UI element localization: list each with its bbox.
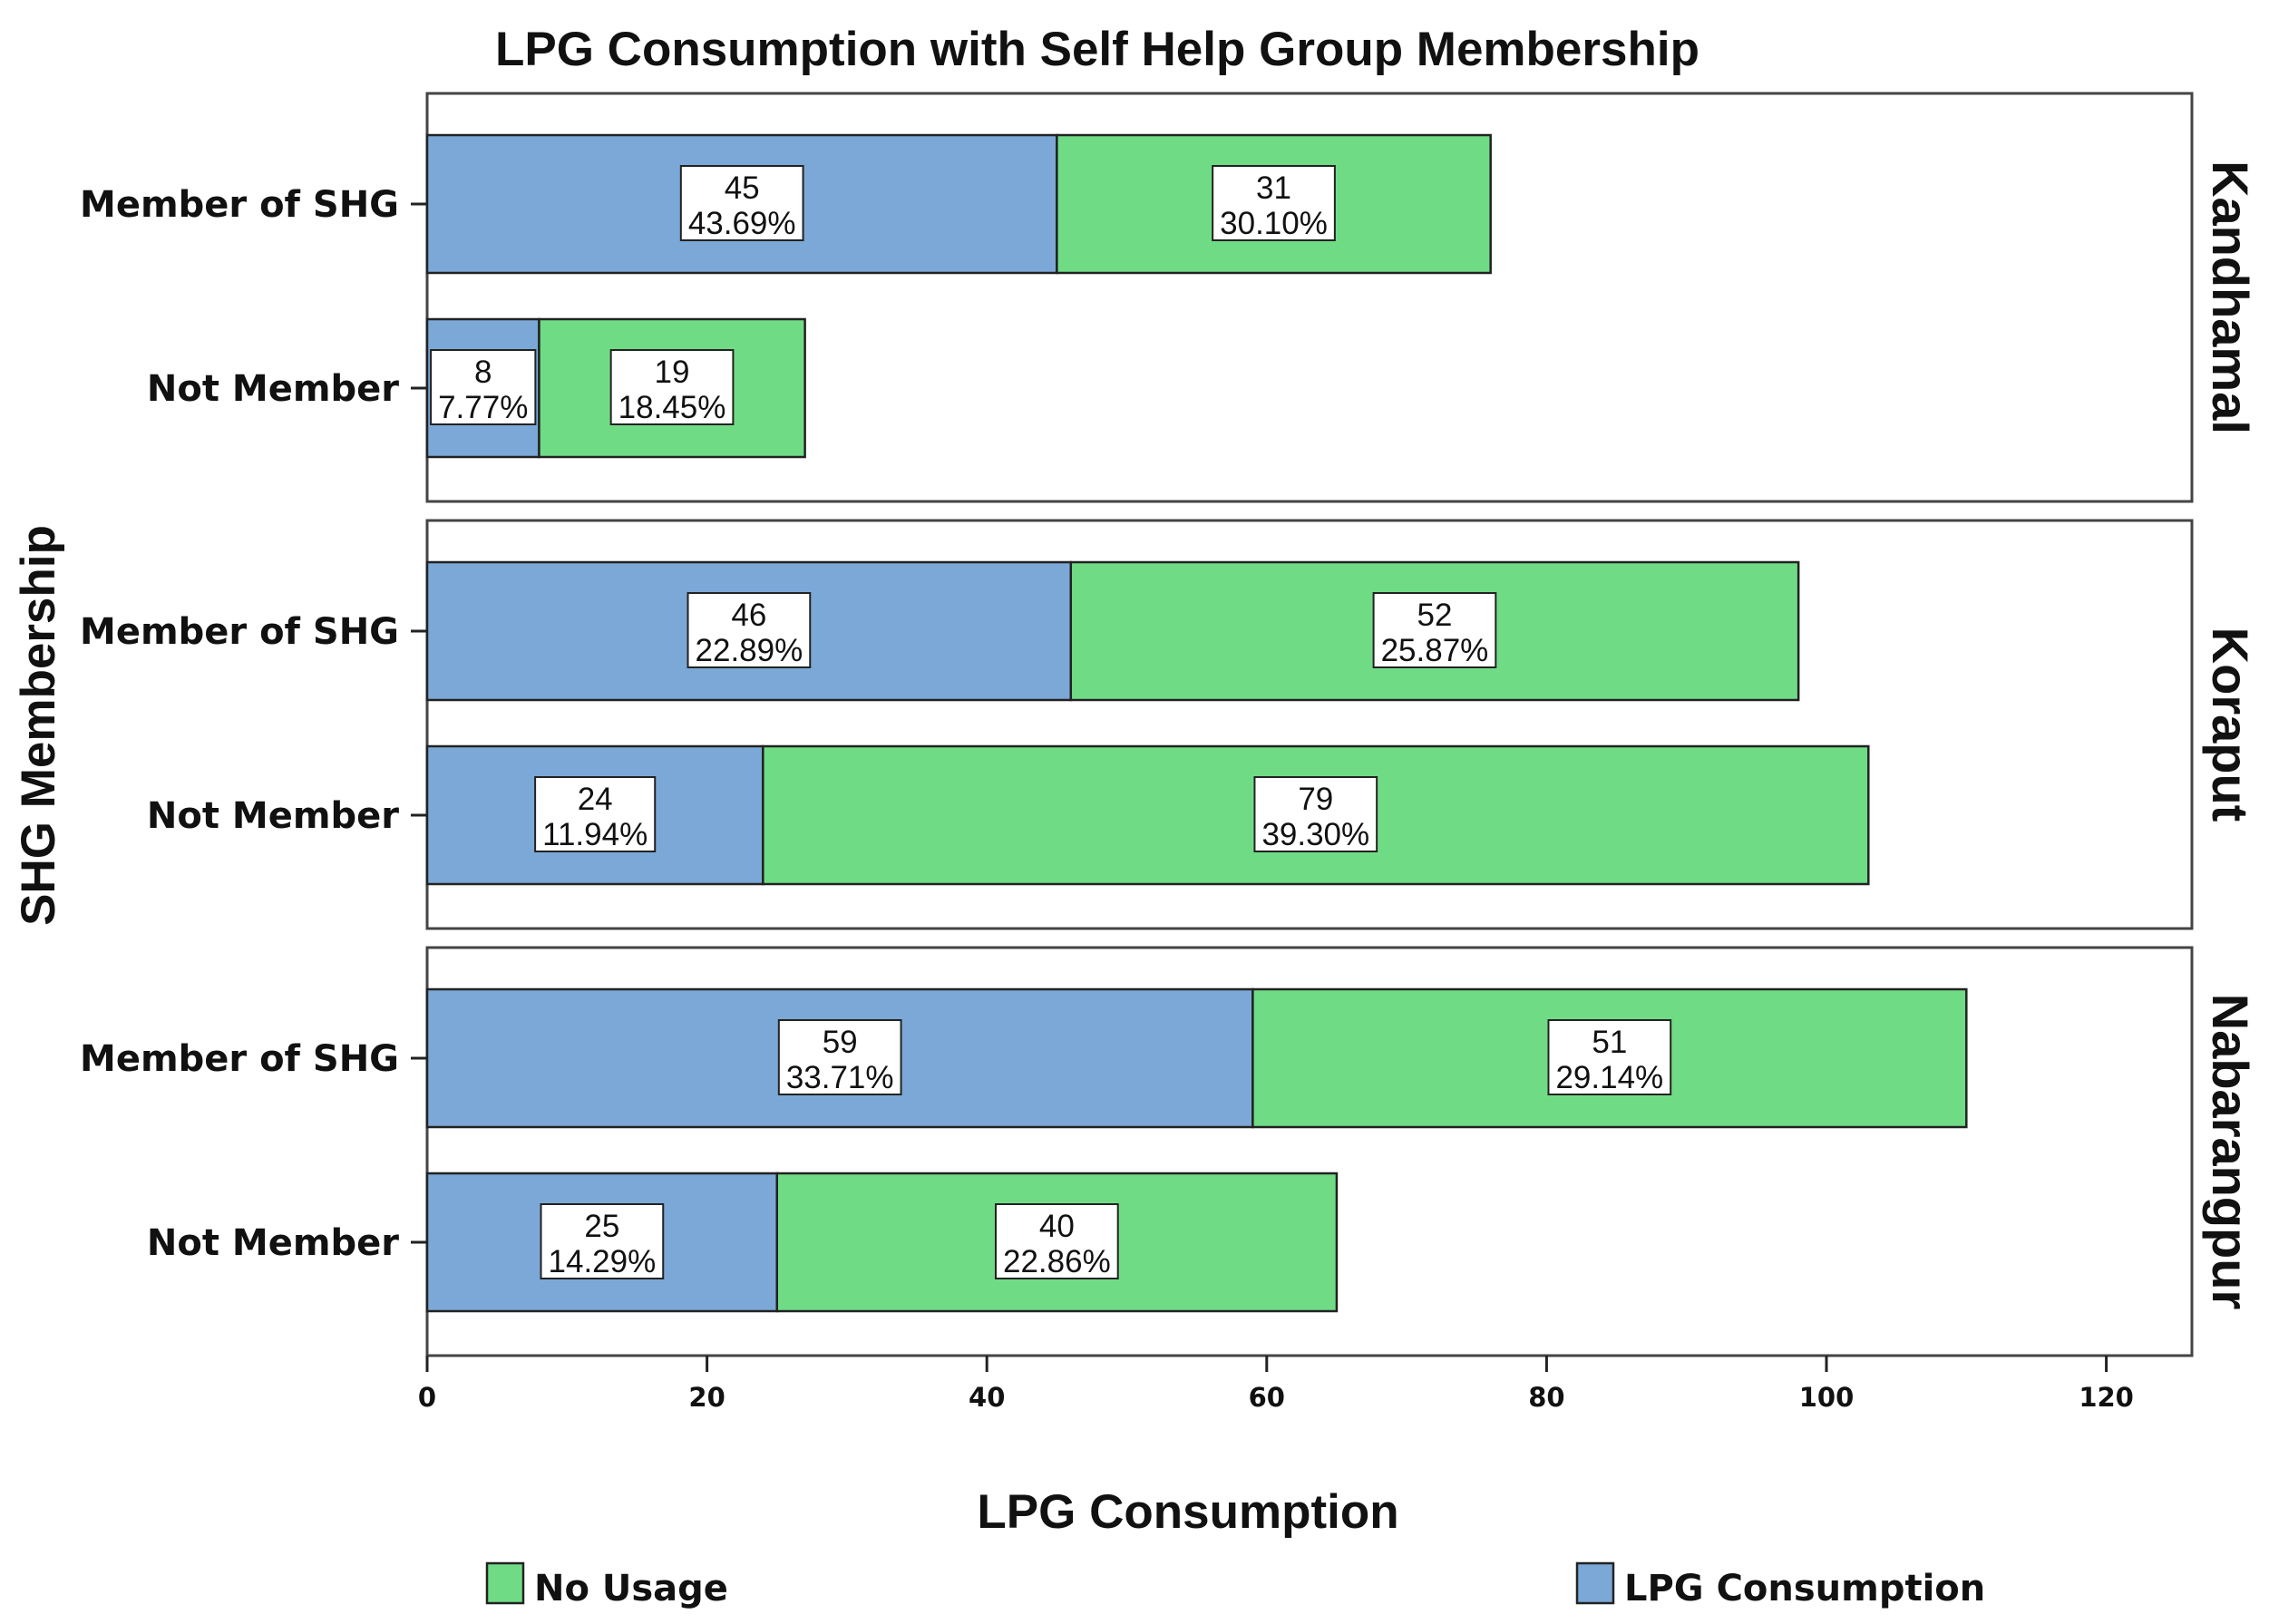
category-label: Member of SHG (80, 1038, 399, 1080)
legend-item: LPG Consumption (1575, 1561, 1985, 1609)
data-label-lpg-percent: 22.89% (696, 633, 803, 668)
data-label-no-usage-count: 79 (1298, 782, 1333, 817)
data-label-no-usage-box (1253, 776, 1378, 852)
data-label-lpg-count: 25 (584, 1209, 619, 1244)
x-axis: 0 20 40 60 80 100 120 (418, 1356, 2134, 1413)
data-label-lpg-box (540, 1203, 665, 1279)
legend-swatch (485, 1561, 525, 1605)
data-label-lpg-box (534, 776, 657, 852)
data-label-no-usage-box (1212, 165, 1336, 241)
data-label-lpg-percent: 14.29% (549, 1244, 657, 1279)
legend-label: LPG Consumption (1624, 1568, 1985, 1609)
legend-label: No Usage (534, 1568, 728, 1609)
data-label-no-usage-percent: 22.86% (1003, 1244, 1111, 1279)
data-label-lpg-count: 59 (823, 1025, 858, 1060)
data-label-lpg: 87.77% (430, 349, 537, 425)
data-label-lpg-box (430, 349, 537, 425)
data-label-no-usage-percent: 30.10% (1220, 206, 1328, 241)
data-label-lpg-percent: 11.94% (542, 817, 648, 852)
x-axis-title: LPG Consumption (977, 1485, 1398, 1539)
category-label: Member of SHG (80, 611, 399, 653)
data-label-lpg-count: 8 (474, 355, 492, 390)
data-label-lpg-percent: 33.71% (786, 1060, 894, 1095)
data-label-no-usage-box (994, 1203, 1119, 1279)
x-tick-label: 40 (969, 1382, 1005, 1413)
legend-swatch (1575, 1561, 1615, 1605)
data-label-no-usage-percent: 29.14% (1555, 1060, 1663, 1095)
data-label-lpg-percent: 7.77% (438, 390, 528, 425)
data-label-no-usage-count: 51 (1592, 1025, 1627, 1060)
x-tick-label: 80 (1528, 1382, 1564, 1413)
data-label-no-usage-count: 31 (1256, 170, 1291, 206)
data-label-no-usage-box (1372, 592, 1497, 668)
data-label-no-usage-count: 19 (655, 355, 690, 390)
data-label-lpg-box (687, 592, 812, 668)
data-label-no-usage-percent: 25.87% (1381, 633, 1489, 668)
x-tick-label: 100 (1799, 1382, 1855, 1413)
x-tick-label: 0 (418, 1382, 436, 1413)
category-label: Member of SHG (80, 184, 399, 226)
chart-title: LPG Consumption with Self Help Group Mem… (495, 23, 1699, 76)
data-label-lpg-count: 45 (725, 170, 760, 206)
data-label-no-usage-percent: 39.30% (1261, 817, 1369, 852)
y-axis-title: SHG Membership (12, 525, 65, 926)
data-label-lpg-box (777, 1019, 902, 1095)
x-tick-label: 20 (688, 1382, 725, 1413)
facet-label: Nabarangpur (2202, 994, 2259, 1310)
data-label-lpg-percent: 43.69% (688, 206, 796, 241)
data-label-no-usage-count: 52 (1417, 598, 1452, 633)
data-label-no-usage-box (1547, 1019, 1672, 1095)
facet-label: Kandhamal (2202, 160, 2259, 434)
category-label: Not Member (147, 1222, 399, 1264)
x-tick-label: 60 (1249, 1382, 1285, 1413)
data-label-lpg-count: 46 (731, 598, 766, 633)
x-tick-label: 120 (2079, 1382, 2134, 1413)
data-label-lpg-count: 24 (578, 782, 613, 817)
legend-item: No Usage (485, 1561, 728, 1609)
category-label: Not Member (147, 795, 399, 837)
facet-label: Koraput (2202, 627, 2259, 822)
legend: No Usage LPG Consumption (485, 1561, 1985, 1609)
data-label-no-usage-percent: 18.45% (618, 390, 726, 425)
data-label-no-usage-count: 40 (1039, 1209, 1075, 1244)
data-label-no-usage-box (609, 349, 735, 425)
category-label: Not Member (147, 368, 399, 410)
data-label-lpg-box (679, 165, 804, 241)
